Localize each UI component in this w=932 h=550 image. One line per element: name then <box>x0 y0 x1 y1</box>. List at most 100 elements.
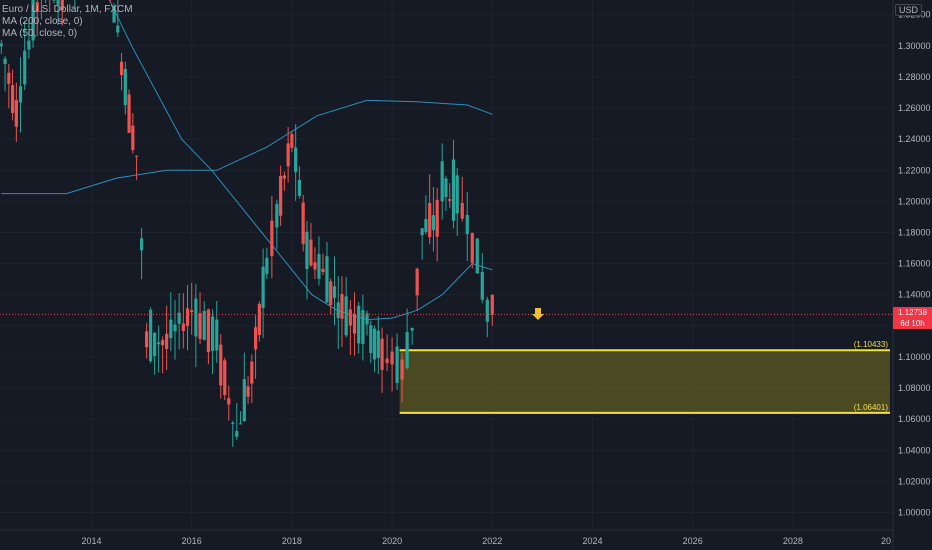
candle-body-37 <box>149 309 153 362</box>
candle-body-54 <box>219 344 223 386</box>
legend: Euro / U.S. Dollar, 1M, FXCM MA (200, cl… <box>2 4 133 40</box>
candle-79 <box>317 236 321 286</box>
candle-32 <box>127 89 131 133</box>
candle-42 <box>169 292 173 352</box>
candle-48 <box>194 284 198 368</box>
y-tick-label-11: 1.10000 <box>898 352 931 362</box>
candle-56 <box>227 385 231 421</box>
candle-body-49 <box>198 313 202 339</box>
legend-ma200[interactable]: MA (200, close, 0) <box>2 16 83 27</box>
candle-30 <box>119 52 124 91</box>
candle-58 <box>235 403 239 441</box>
zone-fill[interactable] <box>399 350 890 413</box>
demand-zone[interactable]: (1.10433) (1.06401) <box>399 340 890 414</box>
y-tick-label-14: 1.04000 <box>898 445 931 455</box>
candle-69 <box>279 165 283 227</box>
candle-body-61 <box>246 386 250 397</box>
candle-body-87 <box>348 309 352 326</box>
x-tick-label-7: 2028 <box>783 536 803 546</box>
candle-5 <box>18 57 23 133</box>
ma50-path <box>108 0 493 321</box>
candle-body-82 <box>329 281 333 305</box>
candle-66 <box>265 247 269 280</box>
candle-body-36 <box>145 331 149 348</box>
candle-88 <box>352 292 357 356</box>
candle-89 <box>357 302 361 354</box>
candle-body-48 <box>194 298 198 337</box>
candle-body-95 <box>380 338 384 370</box>
candle-body-5 <box>18 86 23 103</box>
candle-107 <box>435 187 439 262</box>
ma200-path <box>1 99 493 195</box>
candle-95 <box>380 327 384 393</box>
candle-50 <box>202 301 206 341</box>
candle-body-94 <box>376 330 380 358</box>
candle-115 <box>470 232 474 269</box>
candle-102 <box>415 267 419 311</box>
candle-body-67 <box>270 220 274 257</box>
candle-body-116 <box>475 238 479 274</box>
currency-badge[interactable]: USD <box>894 4 922 16</box>
legend-ma50[interactable]: MA (50, close, 0) <box>2 28 78 39</box>
candle-body-28 <box>112 5 116 23</box>
candle-body-109 <box>444 178 448 197</box>
candle-body-38 <box>153 332 157 357</box>
candle-body-88 <box>352 313 357 334</box>
candle-body-3 <box>10 85 15 114</box>
candle-body-66 <box>265 257 269 275</box>
candle-body-79 <box>317 254 321 279</box>
candle-body-70 <box>282 175 286 179</box>
candle-body-106 <box>431 215 436 231</box>
candle-61 <box>246 375 250 404</box>
candlesticks <box>0 0 494 448</box>
candle-29 <box>116 0 120 37</box>
candle-body-119 <box>490 294 494 315</box>
candle-body-99 <box>400 359 404 380</box>
candle-77 <box>309 222 313 268</box>
candle-59 <box>238 411 243 425</box>
candle-body-83 <box>332 286 337 298</box>
candle-74 <box>297 166 302 199</box>
candle-103 <box>420 227 424 260</box>
candle-70 <box>282 171 286 191</box>
x-tick-label-4: 2022 <box>482 536 502 546</box>
current-price-value: 1.12738 <box>898 308 927 318</box>
candle-body-29 <box>116 25 120 33</box>
legend-symbol[interactable]: Euro / U.S. Dollar, 1M, FXCM <box>2 4 133 15</box>
candle-64 <box>257 301 261 342</box>
candle-85 <box>340 276 344 348</box>
candle-36 <box>145 322 149 359</box>
x-axis[interactable]: 2014 2016 2018 2020 2022 2024 2026 2028 20 <box>0 529 893 546</box>
x-tick-label-1: 2016 <box>182 536 202 546</box>
x-tick-label-0: 2014 <box>81 536 101 546</box>
candle-54 <box>219 333 223 399</box>
candle-body-108 <box>440 161 444 202</box>
candle-65 <box>261 248 265 338</box>
candle-body-105 <box>428 202 432 238</box>
candle-108 <box>440 143 444 220</box>
candle-body-96 <box>385 358 389 364</box>
candle-60 <box>242 352 246 422</box>
candle-55 <box>223 357 227 401</box>
candle-15 <box>60 0 64 26</box>
candle-body-71 <box>286 143 290 167</box>
candle-body-107 <box>435 199 439 237</box>
candle-104 <box>424 195 428 235</box>
y-axis[interactable]: 1.320001.300001.280001.260001.240001.220… <box>892 0 931 550</box>
candle-body-104 <box>424 219 428 232</box>
candle-body-56 <box>227 398 231 405</box>
candle-3 <box>10 69 15 121</box>
candle-37 <box>149 307 153 364</box>
zone-upper-label: (1.10433) <box>854 340 889 349</box>
candle-body-74 <box>297 179 302 196</box>
candle-body-62 <box>250 361 254 384</box>
y-tick-label-1: 1.30000 <box>898 41 931 51</box>
candle-93 <box>372 325 377 373</box>
candle-body-6 <box>23 50 27 85</box>
candle-99 <box>400 353 404 403</box>
candle-38 <box>153 331 157 375</box>
candle-body-9 <box>35 2 39 12</box>
y-tick-label-16: 1.00000 <box>898 508 931 518</box>
